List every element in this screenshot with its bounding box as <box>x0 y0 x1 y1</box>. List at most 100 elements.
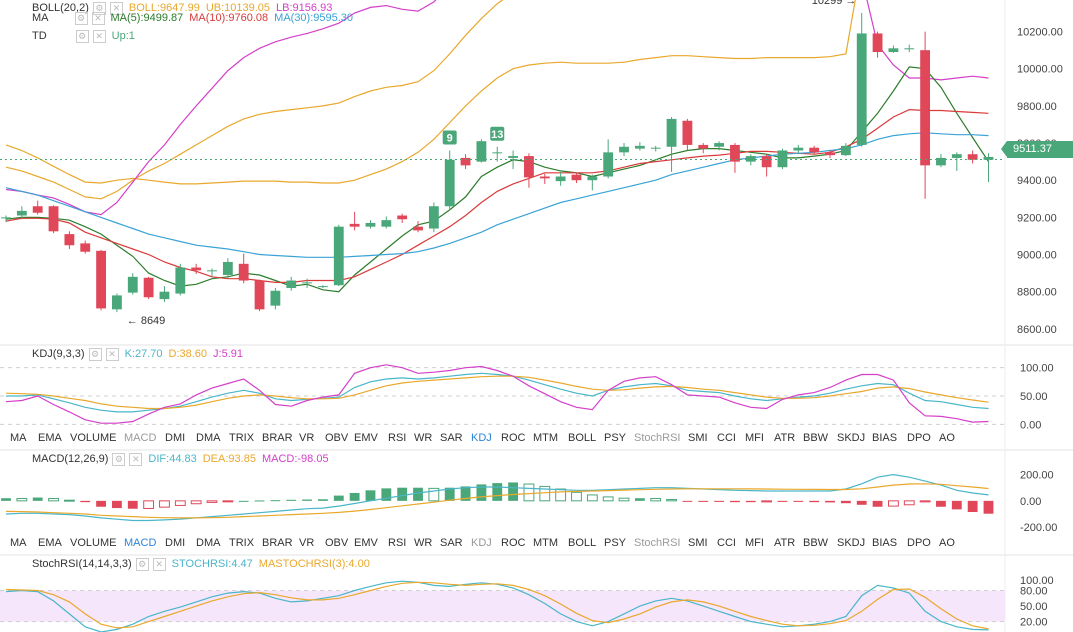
tab-ema[interactable]: EMA <box>38 537 62 549</box>
settings-icon[interactable]: ⚙ <box>92 1 106 15</box>
macd-histogram-bar <box>428 487 440 502</box>
tab-emv[interactable]: EMV <box>354 537 378 549</box>
tab-kdj[interactable]: KDJ <box>471 537 492 549</box>
tab-rsi[interactable]: RSI <box>388 432 407 444</box>
tab-cci[interactable]: CCI <box>717 537 736 549</box>
macd-histogram-bar <box>523 483 535 502</box>
settings-icon[interactable]: ⚙ <box>88 347 102 361</box>
tab-wr[interactable]: WR <box>414 432 433 444</box>
macd-histogram-bar <box>872 500 883 507</box>
tab-boll[interactable]: BOLL <box>568 537 597 549</box>
tab-trix[interactable]: TRIX <box>229 432 255 444</box>
tab-smi[interactable]: SMI <box>688 432 708 444</box>
tab-atr[interactable]: ATR <box>774 537 796 549</box>
macd-histogram-bar <box>80 500 91 503</box>
tab-trix[interactable]: TRIX <box>229 537 255 549</box>
tab-ema[interactable]: EMA <box>38 432 62 444</box>
tab-brar[interactable]: BRAR <box>262 432 293 444</box>
tab-emv[interactable]: EMV <box>354 432 378 444</box>
tab-obv[interactable]: OBV <box>325 537 349 549</box>
tab-cci[interactable]: CCI <box>717 432 736 444</box>
tab-psy[interactable]: PSY <box>604 432 627 444</box>
y-tick-label-price: 9400.00 <box>1017 175 1057 187</box>
y-tick-label: 50.00 <box>1020 601 1048 613</box>
tab-bbw[interactable]: BBW <box>803 537 829 549</box>
tab-vr[interactable]: VR <box>299 537 315 549</box>
series-line-k <box>6 372 989 413</box>
tab-ao[interactable]: AO <box>939 432 955 444</box>
tab-obv[interactable]: OBV <box>325 432 349 444</box>
candle-body <box>191 267 202 271</box>
macd-histogram-bar <box>682 500 693 502</box>
close-icon[interactable]: ✕ <box>105 347 119 361</box>
close-icon[interactable]: ✕ <box>109 1 123 15</box>
series-line-ub <box>5 0 856 185</box>
tab-bias[interactable]: BIAS <box>872 432 898 444</box>
macd-histogram-bar <box>222 500 234 503</box>
tab-psy[interactable]: PSY <box>604 537 627 549</box>
legend-boll-lb: LB:9156.93 <box>276 2 333 14</box>
macd-histogram-bar <box>508 482 519 501</box>
tab-sar[interactable]: SAR <box>440 432 463 444</box>
candle-body <box>318 286 328 288</box>
candle-body <box>777 150 788 168</box>
tab-stochrsi[interactable]: StochRSI <box>634 537 681 549</box>
tab-skdj[interactable]: SKDJ <box>837 432 866 444</box>
tab-ao[interactable]: AO <box>939 537 955 549</box>
tab-boll[interactable]: BOLL <box>568 432 597 444</box>
tab-ma[interactable]: MA <box>10 537 27 549</box>
tab-dma[interactable]: DMA <box>196 432 221 444</box>
tab-mfi[interactable]: MFI <box>745 432 764 444</box>
tab-smi[interactable]: SMI <box>688 537 708 549</box>
tab-brar[interactable]: BRAR <box>262 537 293 549</box>
tab-atr[interactable]: ATR <box>774 432 796 444</box>
settings-icon[interactable]: ⚙ <box>75 29 89 43</box>
macd-histogram-bar <box>96 500 106 507</box>
y-tick-label: 100.00 <box>1020 575 1054 587</box>
tab-dpo[interactable]: DPO <box>907 432 931 444</box>
candle-body <box>698 144 709 149</box>
tab-ma[interactable]: MA <box>10 432 27 444</box>
tab-bias[interactable]: BIAS <box>872 537 898 549</box>
tab-dmi[interactable]: DMI <box>165 432 186 444</box>
tab-volume[interactable]: VOLUME <box>70 537 117 549</box>
macd-histogram-bar <box>190 500 202 505</box>
settings-icon[interactable]: ⚙ <box>74 11 88 25</box>
close-icon[interactable]: ✕ <box>91 11 105 25</box>
tab-volume[interactable]: VOLUME <box>70 432 117 444</box>
tab-rsi[interactable]: RSI <box>388 537 407 549</box>
tab-macd[interactable]: MACD <box>124 537 157 549</box>
close-icon[interactable]: ✕ <box>92 29 106 43</box>
macd-histogram-bar <box>333 495 344 501</box>
macd-histogram-bar <box>349 492 360 501</box>
tab-wr[interactable]: WR <box>414 537 433 549</box>
tab-roc[interactable]: ROC <box>501 432 526 444</box>
tab-mfi[interactable]: MFI <box>745 537 764 549</box>
settings-icon[interactable]: ⚙ <box>135 557 149 571</box>
candle-body <box>650 147 661 149</box>
tab-roc[interactable]: ROC <box>501 537 526 549</box>
tab-bbw[interactable]: BBW <box>803 432 829 444</box>
tab-dpo[interactable]: DPO <box>907 537 931 549</box>
macd-histogram-bar <box>48 497 59 502</box>
tab-mtm[interactable]: MTM <box>533 537 559 549</box>
candle-body <box>333 226 344 286</box>
settings-icon[interactable]: ⚙ <box>112 452 126 466</box>
tab-skdj[interactable]: SKDJ <box>837 537 866 549</box>
close-icon[interactable]: ✕ <box>129 452 143 466</box>
macd-histogram-bar <box>618 497 630 502</box>
tab-dmi[interactable]: DMI <box>165 537 186 549</box>
tab-stochrsi[interactable]: StochRSI <box>634 432 681 444</box>
y-tick-label: 80.00 <box>1020 586 1048 598</box>
legend-stochrsi: StochRSI(14,14,3,3) ⚙ ✕ STOCHRSI:4.47 MA… <box>0 556 370 572</box>
tab-dma[interactable]: DMA <box>196 537 221 549</box>
tab-sar[interactable]: SAR <box>440 537 463 549</box>
close-icon[interactable]: ✕ <box>152 557 166 571</box>
tab-kdj[interactable]: KDJ <box>471 432 492 444</box>
tab-vr[interactable]: VR <box>299 432 315 444</box>
macd-histogram-bar <box>254 500 265 502</box>
td-mark-badge <box>442 130 457 145</box>
tab-macd[interactable]: MACD <box>124 432 157 444</box>
tab-mtm[interactable]: MTM <box>533 432 559 444</box>
candle-body <box>603 152 614 177</box>
